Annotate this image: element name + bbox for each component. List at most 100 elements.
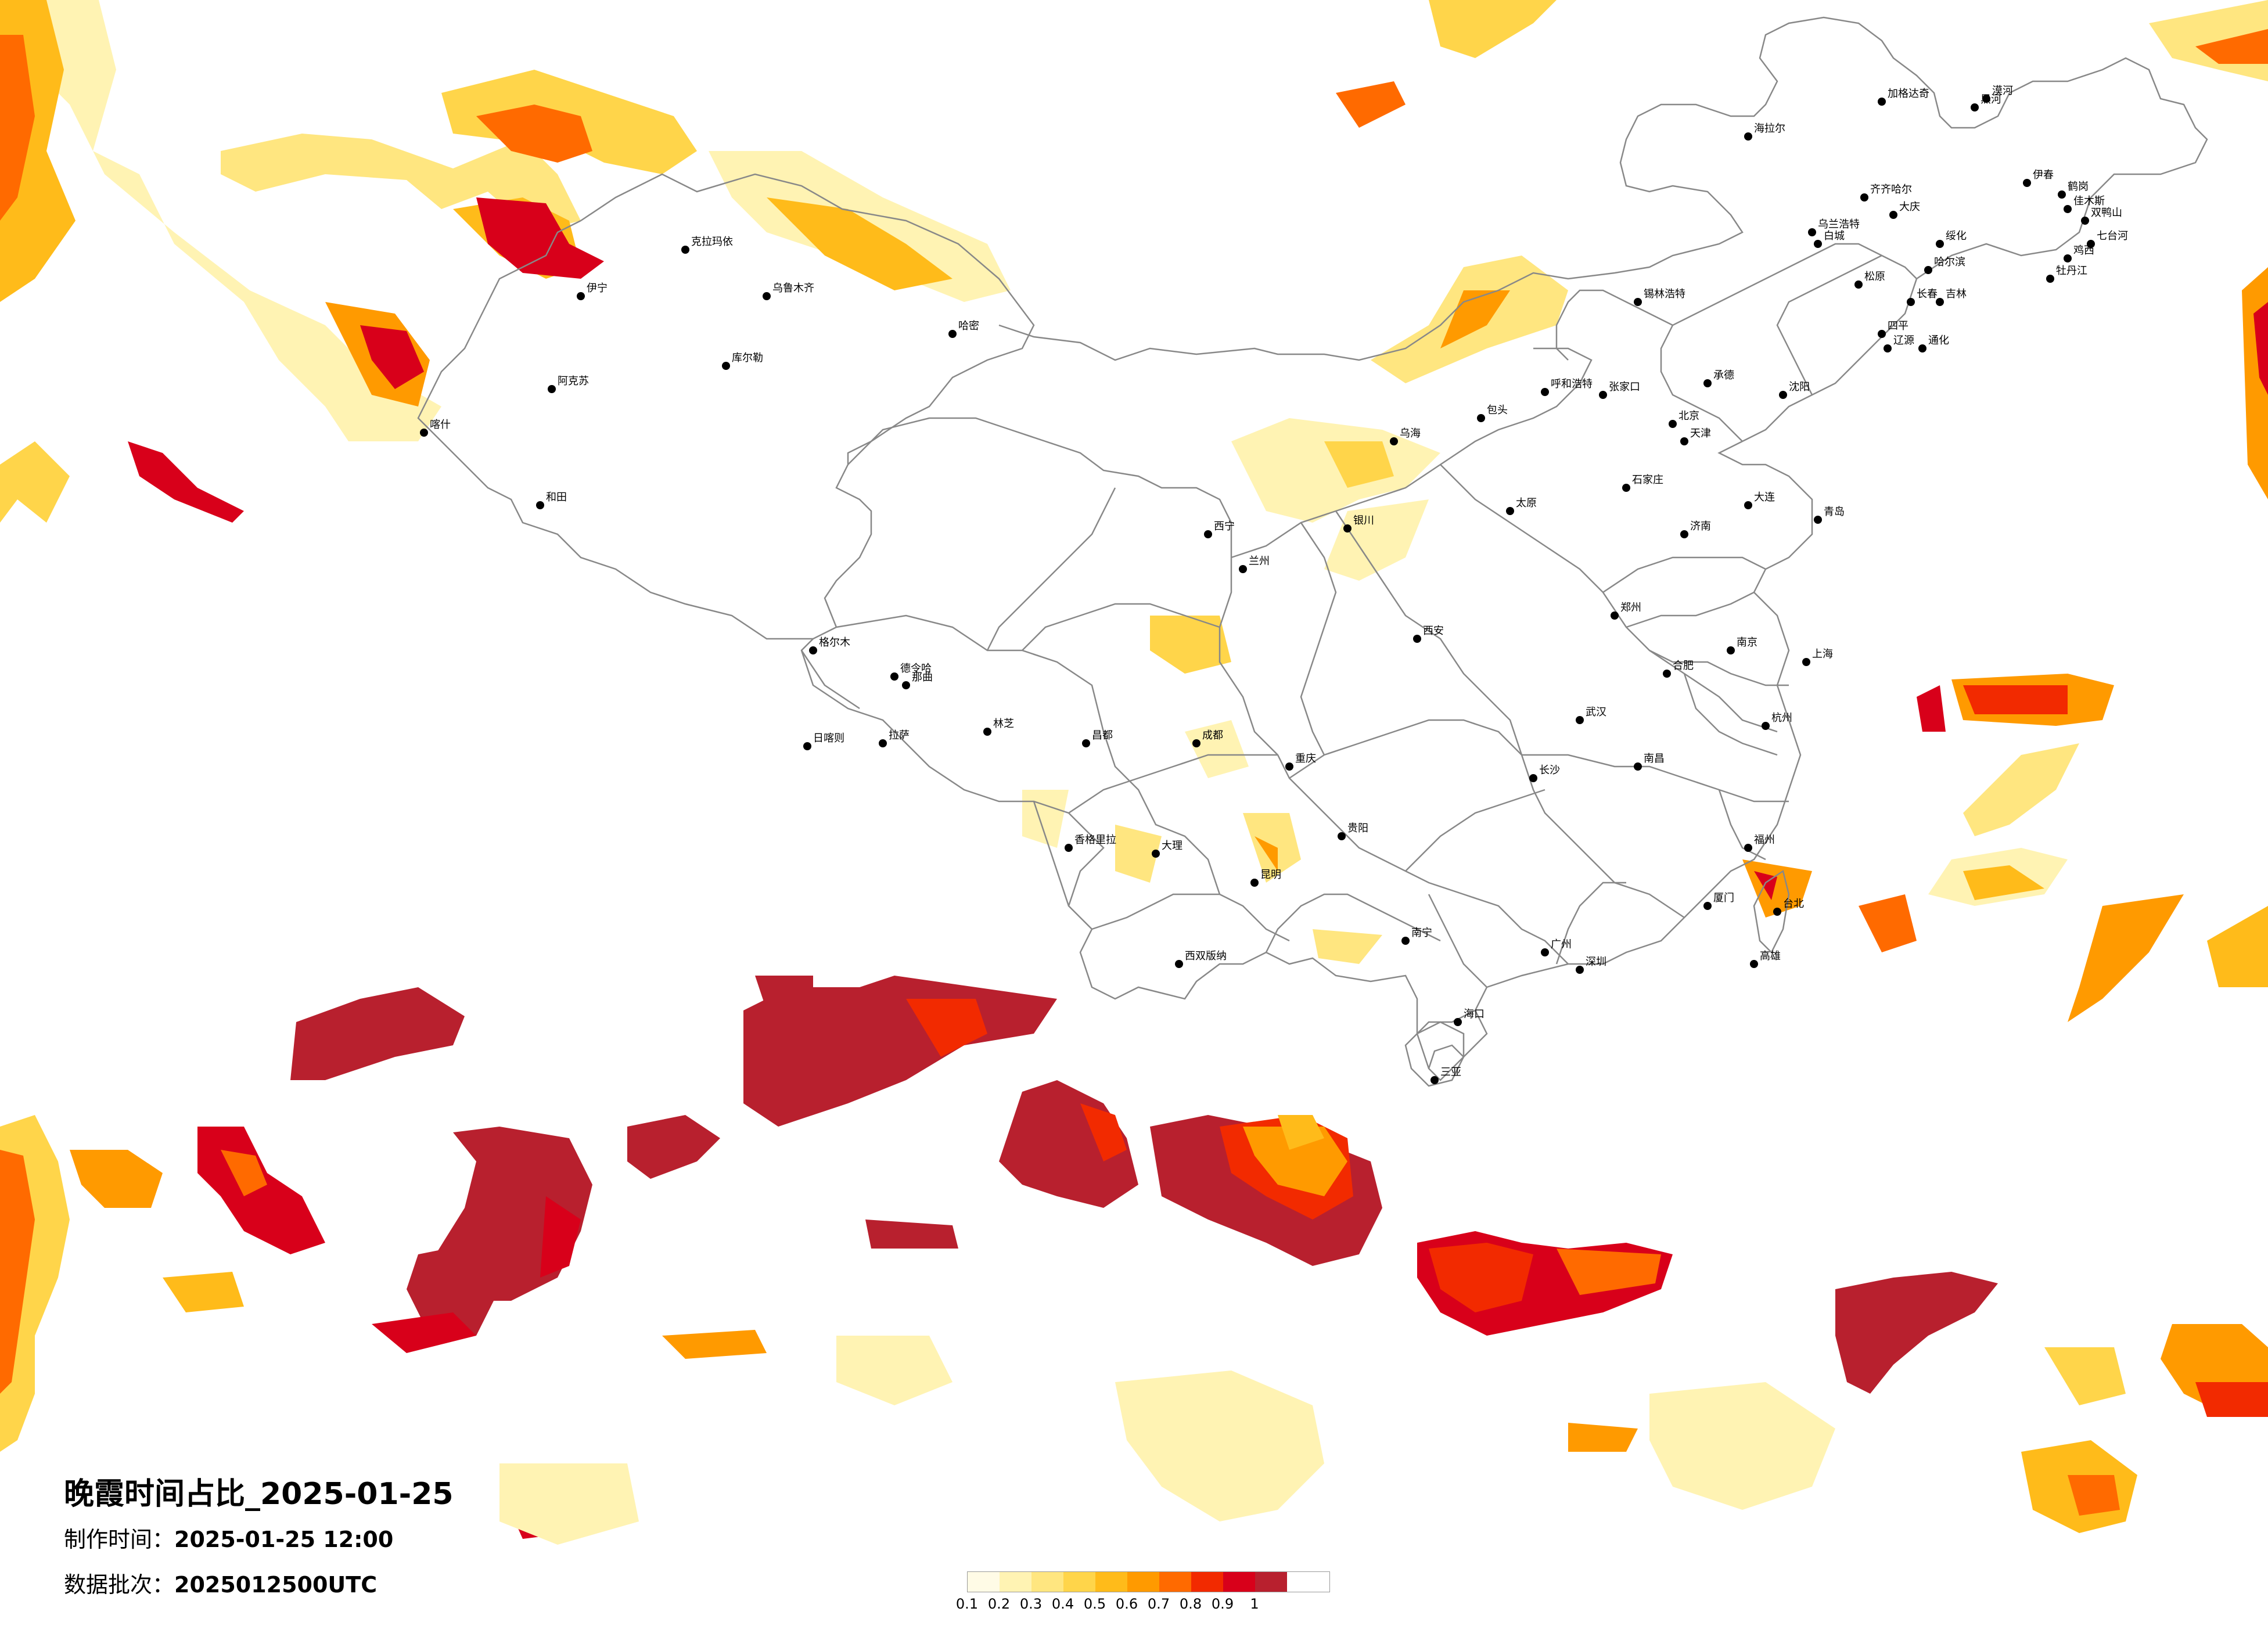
- city-label: 重庆: [1295, 753, 1316, 765]
- legend-tick: 0.6: [1115, 1596, 1138, 1612]
- city-dot: [1065, 844, 1073, 852]
- city-dot: [681, 246, 689, 254]
- made-time-value: 2025-01-25 12:00: [174, 1527, 394, 1552]
- city-label: 齐齐哈尔: [1870, 184, 1912, 196]
- city-label: 昌都: [1092, 729, 1113, 742]
- city-label: 四平: [1888, 320, 1908, 332]
- city-dot: [1744, 501, 1752, 509]
- legend-tick: 0.3: [1019, 1596, 1043, 1612]
- city-dot: [902, 681, 910, 689]
- city-label: 通化: [1928, 334, 1949, 347]
- city-label: 沈阳: [1789, 381, 1810, 393]
- batch-info: 数据批次：2025012500UTC: [64, 1567, 377, 1599]
- city-label: 西安: [1423, 625, 1444, 637]
- city-dot: [420, 429, 428, 437]
- legend-swatch: [1223, 1572, 1255, 1592]
- color-legend: 0.1 0.2 0.3 0.4 0.5 0.6 0.7 0.8 0.9 1: [956, 1571, 1330, 1616]
- city-dot: [1936, 298, 1944, 306]
- city-dot: [1680, 530, 1688, 538]
- legend-tick: 0.5: [1083, 1596, 1106, 1612]
- city-label: 海口: [1464, 1008, 1485, 1020]
- city-label: 绥化: [1946, 230, 1967, 242]
- city-dot: [1773, 908, 1781, 916]
- legend-tick: 0.7: [1147, 1596, 1170, 1612]
- city-label: 海拉尔: [1754, 123, 1785, 135]
- city-label: 兰州: [1249, 555, 1270, 567]
- city-dot: [1576, 966, 1584, 974]
- city-dot: [1982, 95, 1990, 103]
- map-title: 晚霞时间占比_2025-01-25: [64, 1477, 454, 1512]
- city-dot: [1924, 266, 1932, 274]
- city-dot: [1343, 524, 1352, 533]
- city-label: 乌海: [1400, 427, 1421, 440]
- city-dot: [2064, 205, 2072, 213]
- city-dot: [803, 742, 811, 750]
- city-dot: [2023, 179, 2031, 187]
- city-label: 三亚: [1440, 1066, 1461, 1078]
- city-dot: [1971, 103, 1979, 111]
- city-dot: [1634, 762, 1642, 771]
- city-label: 双鸭山: [2091, 207, 2122, 219]
- city-dot: [1390, 437, 1398, 445]
- legend-ticks: 0.1 0.2 0.3 0.4 0.5 0.6 0.7 0.8 0.9 1: [956, 1592, 1330, 1616]
- city-label: 吉林: [1946, 288, 1967, 300]
- city-label: 太原: [1516, 497, 1537, 509]
- city-dot: [1727, 646, 1735, 654]
- city-label: 承德: [1713, 369, 1734, 382]
- city-label: 大理: [1162, 840, 1182, 852]
- city-label: 那曲: [912, 671, 933, 684]
- batch-label: 数据批次：: [64, 1572, 175, 1598]
- made-time: 制作时间：2025-01-25 12:00: [64, 1521, 393, 1553]
- city-dot: [1634, 298, 1642, 306]
- city-label: 加格达奇: [1888, 88, 1929, 100]
- city-dot: [1878, 330, 1886, 338]
- legend-tick: 0.1: [955, 1596, 979, 1612]
- legend-tick: 0.2: [987, 1596, 1011, 1612]
- city-dot: [2046, 275, 2054, 283]
- city-dot: [1854, 280, 1863, 289]
- city-label: 杭州: [1771, 712, 1792, 724]
- legend-swatch: [1255, 1572, 1287, 1592]
- city-label: 石家庄: [1632, 474, 1663, 486]
- city-label: 台北: [1783, 898, 1804, 910]
- city-label: 银川: [1353, 515, 1374, 527]
- city-label: 成都: [1202, 729, 1223, 742]
- city-dot: [1750, 960, 1758, 968]
- province-borders: [417, 16, 2208, 1087]
- city-dot: [1622, 484, 1630, 492]
- city-label: 哈密: [958, 320, 979, 332]
- legend-swatch: [1159, 1572, 1191, 1592]
- city-dot: [1936, 240, 1944, 248]
- city-label: 西宁: [1214, 520, 1235, 533]
- legend-swatch: [968, 1572, 1000, 1592]
- city-dot: [1611, 611, 1619, 620]
- city-dot: [1541, 388, 1549, 396]
- made-time-label: 制作时间：: [64, 1527, 175, 1552]
- city-label: 昆明: [1260, 869, 1281, 881]
- city-label: 贵阳: [1347, 822, 1368, 834]
- legend-swatch: [1127, 1572, 1159, 1592]
- city-dot: [1663, 670, 1671, 678]
- city-label: 拉萨: [889, 729, 910, 742]
- city-label: 南京: [1737, 636, 1757, 649]
- city-dot: [1814, 516, 1822, 524]
- city-label: 北京: [1678, 410, 1699, 422]
- sunset-ratio-field: [0, 0, 2268, 1545]
- city-label: 乌兰浩特: [1818, 218, 1860, 231]
- city-label: 七台河: [2097, 230, 2128, 242]
- city-dot: [1703, 902, 1712, 910]
- city-label: 济南: [1690, 520, 1711, 533]
- city-dot: [1082, 739, 1090, 747]
- city-dot: [1669, 420, 1677, 428]
- city-dot: [1454, 1018, 1462, 1026]
- city-dot: [1744, 844, 1752, 852]
- city-dot: [763, 292, 771, 300]
- city-label: 南昌: [1644, 753, 1665, 765]
- city-label: 锡林浩特: [1644, 288, 1685, 300]
- city-label: 南宁: [1411, 927, 1432, 939]
- city-dot: [1889, 211, 1897, 219]
- city-dot: [983, 728, 991, 736]
- city-dot: [1338, 832, 1346, 840]
